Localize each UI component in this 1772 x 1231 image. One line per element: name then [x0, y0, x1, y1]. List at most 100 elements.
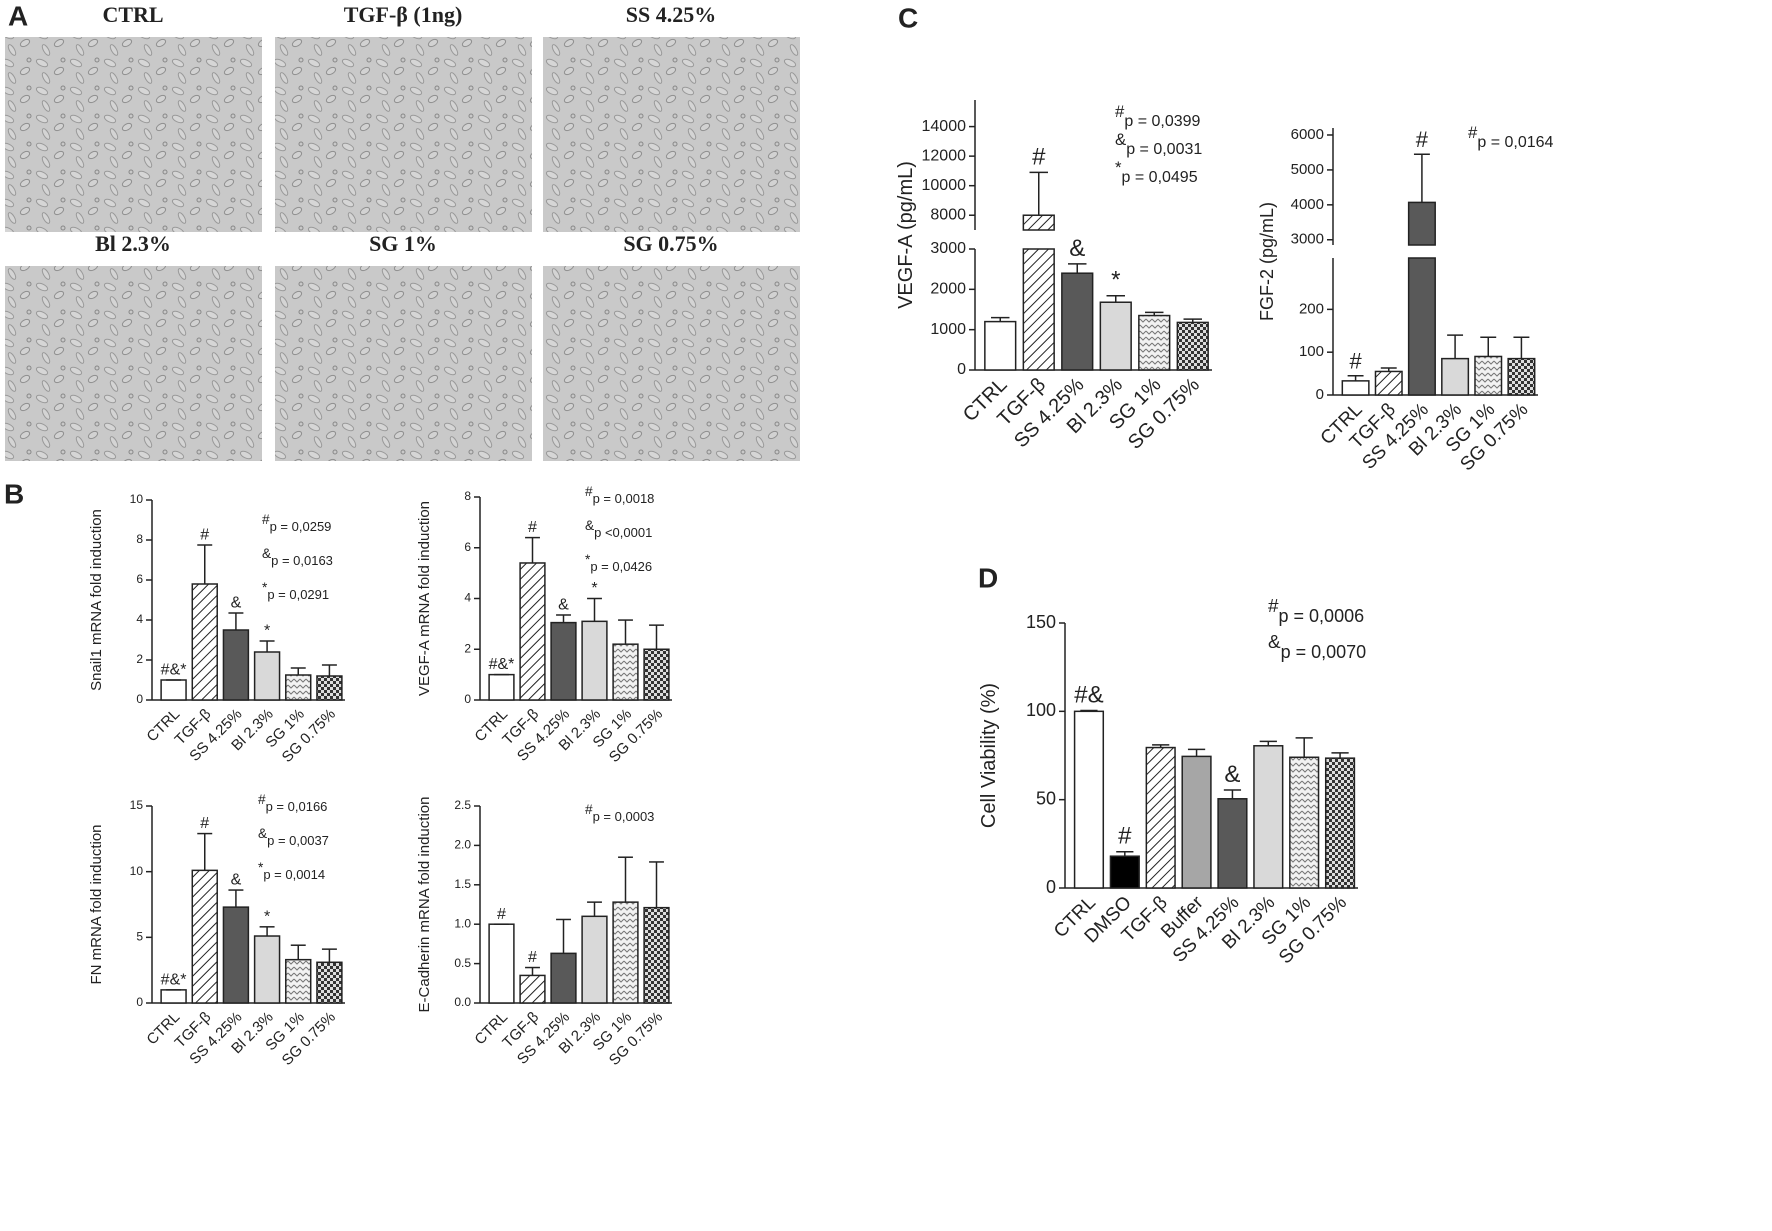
bar — [550, 952, 577, 1004]
micrograph — [275, 266, 532, 461]
bar — [1341, 380, 1370, 396]
bar-label: & — [1069, 235, 1085, 262]
bar — [612, 901, 639, 1004]
annotation-symbol: & — [262, 546, 271, 561]
y-tick-label: 6 — [464, 540, 471, 554]
y-tick-label: 4 — [464, 591, 471, 605]
y-tick-label: 3000 — [1291, 231, 1324, 248]
bar — [316, 675, 343, 701]
annotation-text: p = 0,0259 — [270, 519, 332, 534]
annotation-symbol: & — [1268, 632, 1281, 653]
bar — [1176, 321, 1209, 371]
micrograph-label: SG 1% — [369, 231, 437, 256]
bar — [581, 620, 608, 701]
micrograph — [543, 266, 800, 461]
bar — [1099, 301, 1132, 371]
annotation-symbol: * — [258, 860, 264, 875]
y-tick-label: 6000 — [1291, 126, 1324, 143]
bar — [316, 961, 343, 1004]
bar — [519, 974, 546, 1004]
micrograph — [275, 37, 532, 232]
y-tick-label: 100 — [1026, 700, 1056, 720]
annotation: &p = 0,0037 — [258, 826, 329, 848]
annotation: &p = 0,0031 — [1115, 130, 1202, 158]
y-tick-label: 14000 — [922, 118, 967, 135]
y-tick-label: 50 — [1036, 788, 1056, 808]
bar — [1022, 248, 1055, 371]
annotation-symbol: # — [262, 512, 270, 527]
annotation: #p = 0,0399 — [1115, 102, 1201, 130]
y-tick-label: 6 — [136, 572, 143, 586]
y-tick-label: 0 — [136, 692, 143, 706]
bar — [1324, 757, 1356, 889]
micrograph-label: SG 0.75% — [623, 231, 718, 256]
bar — [1138, 314, 1171, 371]
bar — [1217, 798, 1248, 889]
bar — [191, 583, 218, 701]
annotation: &p <0,0001 — [585, 518, 652, 540]
y-axis-label: VEGF-A mRNA fold induction — [416, 501, 433, 696]
panel-letter: C — [898, 2, 918, 33]
panel-letter: A — [8, 0, 28, 31]
y-tick-label: 5 — [136, 930, 143, 944]
annotation-text: p = 0,0164 — [1477, 134, 1553, 151]
annotation-text: p = 0,0018 — [593, 491, 655, 506]
bar — [1374, 370, 1403, 396]
y-tick-label: 15 — [130, 798, 144, 812]
y-tick-label: 0.5 — [454, 956, 471, 970]
bar — [285, 674, 312, 701]
annotation: *p = 0,0495 — [1115, 158, 1198, 186]
annotation-text: p = 0,0426 — [590, 559, 652, 574]
bar-label: #& — [1074, 681, 1103, 708]
y-tick-label: 2 — [464, 641, 471, 655]
annotation-text: p <0,0001 — [594, 525, 652, 540]
annotation-symbol: # — [585, 802, 593, 817]
y-tick-label: 0 — [1316, 386, 1324, 403]
y-axis-label: FN mRNA fold induction — [88, 824, 105, 984]
micrograph-label: TGF-β (1ng) — [344, 2, 463, 27]
bar — [488, 673, 515, 701]
bar — [191, 869, 218, 1004]
annotation-symbol: # — [1268, 596, 1279, 617]
annotation-symbol: # — [585, 484, 593, 499]
bar — [612, 643, 639, 701]
annotation-symbol: * — [1115, 158, 1122, 177]
bar-label: * — [264, 623, 270, 640]
bar-label: # — [200, 815, 209, 832]
bar-label: # — [1416, 127, 1429, 152]
y-tick-label: 8 — [136, 532, 143, 546]
annotation-symbol: * — [585, 552, 591, 567]
bar — [550, 621, 577, 701]
bar-label: * — [591, 580, 597, 597]
y-tick-label: 2000 — [930, 281, 966, 298]
micrograph-label: Bl 2.3% — [95, 231, 171, 256]
bar — [984, 320, 1017, 371]
y-tick-label: 10 — [130, 864, 144, 878]
bar-label: # — [200, 527, 209, 544]
annotation: #p = 0,0166 — [258, 792, 327, 814]
annotation-symbol: * — [262, 580, 268, 595]
y-tick-label: 0 — [957, 361, 966, 378]
y-tick-label: 0 — [464, 692, 471, 706]
bar-label: # — [1118, 823, 1132, 850]
bar — [253, 651, 281, 701]
y-tick-label: 2.5 — [454, 798, 471, 812]
y-tick-label: 8000 — [930, 206, 966, 223]
annotation-symbol: & — [258, 826, 267, 841]
y-tick-label: 8 — [464, 489, 471, 503]
bar — [643, 906, 670, 1004]
panel-letter: B — [4, 478, 24, 509]
annotation: #p = 0,0259 — [262, 512, 331, 534]
y-axis-label: E-Cadherin mRNA fold induction — [416, 797, 433, 1013]
y-tick-label: 10 — [130, 492, 144, 506]
bar-label: # — [497, 906, 506, 923]
y-axis-label: Cell Viability (%) — [978, 683, 1000, 828]
y-axis-label: Snail1 mRNA fold induction — [88, 509, 105, 691]
annotation: #p = 0,0018 — [585, 484, 654, 506]
bar — [1407, 257, 1436, 396]
annotation: *p = 0,0426 — [585, 552, 652, 574]
bar — [1253, 745, 1284, 889]
annotation: *p = 0,0291 — [262, 580, 329, 602]
bar — [643, 648, 670, 701]
